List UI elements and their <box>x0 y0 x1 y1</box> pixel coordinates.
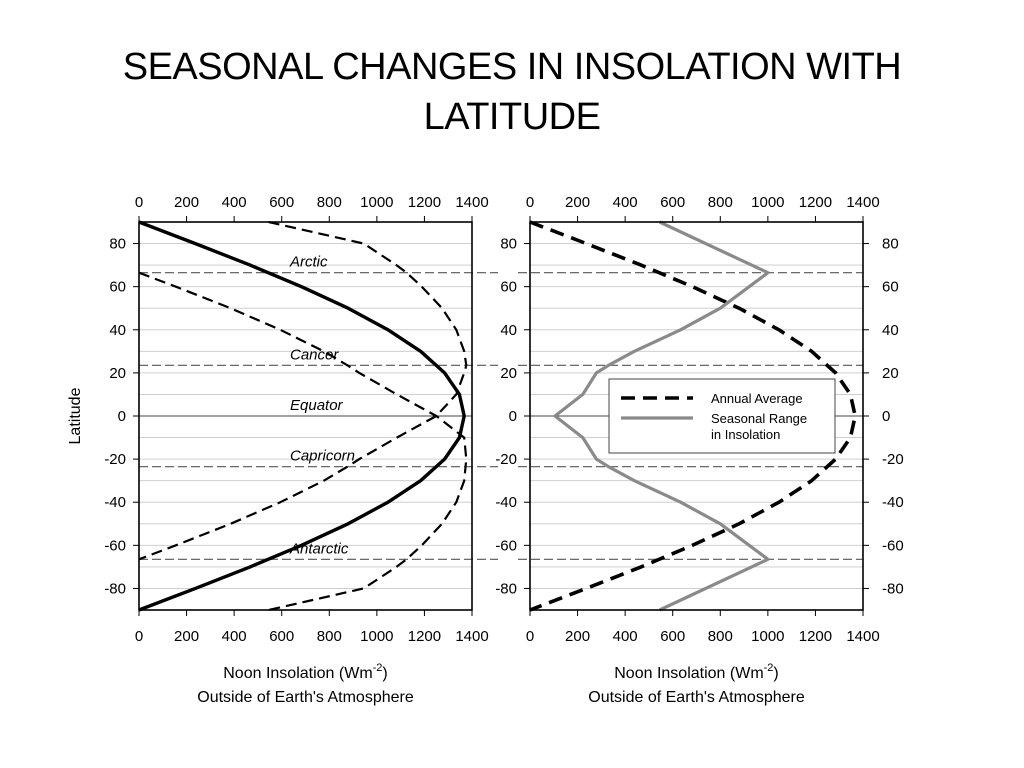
x-tick-label-top: 600 <box>269 194 294 211</box>
latitude-label: Capricorn <box>290 448 355 465</box>
y-tick-label: 0 <box>509 408 517 425</box>
y-tick-label-right: -80 <box>882 580 904 597</box>
y-tick-label-right: 0 <box>882 408 890 425</box>
x-tick-label-top: 0 <box>526 194 534 211</box>
x-tick-label-bottom: 200 <box>174 628 199 645</box>
x-tick-label-bottom: 0 <box>135 628 143 645</box>
series-line-seasonal-range <box>553 220 770 612</box>
y-tick-label: -60 <box>495 537 517 554</box>
x-tick-label-bottom: 800 <box>708 628 733 645</box>
x-tick-label-top: 600 <box>660 194 685 211</box>
y-tick-label: 60 <box>500 279 517 296</box>
legend-label: Seasonal Range <box>711 411 807 426</box>
y-axis-label: Latitude <box>67 387 84 444</box>
latitude-label: Cancer <box>290 346 339 363</box>
y-tick-label: 60 <box>109 279 126 296</box>
x-axis-label-line2: Outside of Earth's Atmosphere <box>588 689 805 706</box>
x-tick-label-bottom: 1000 <box>751 628 784 645</box>
chart-panel-left: Arctic Cancer Equator Capricorn Antarctic 0 0 2… <box>67 194 498 706</box>
title-line-2: LATITUDE <box>423 96 601 138</box>
x-tick-label-bottom: 400 <box>222 628 247 645</box>
title-line-1: SEASONAL CHANGES IN INSOLATION WITH <box>122 46 902 88</box>
y-tick-label-right: 80 <box>882 236 899 253</box>
chart-panel-right: 0020020040040060060080080010001000120012… <box>495 194 903 706</box>
x-tick-label-bottom: 400 <box>613 628 638 645</box>
latitude-label: Antarctic <box>289 540 349 557</box>
y-tick-label: 40 <box>500 322 517 339</box>
y-tick-label-right: -60 <box>882 537 904 554</box>
series-line-dashed-1 <box>138 271 468 612</box>
y-tick-label: 80 <box>500 236 517 253</box>
x-tick-label-top: 1000 <box>360 194 393 211</box>
x-tick-label-bottom: 1400 <box>846 628 879 645</box>
x-tick-label-bottom: 600 <box>269 628 294 645</box>
series-line-solid-0 <box>138 220 466 612</box>
x-tick-label-top: 800 <box>708 194 733 211</box>
y-tick-label: 80 <box>109 236 126 253</box>
x-tick-label-top: 200 <box>565 194 590 211</box>
x-tick-label-bottom: 1200 <box>799 628 832 645</box>
y-tick-label: -20 <box>104 451 126 468</box>
x-tick-label-bottom: 1000 <box>360 628 393 645</box>
x-tick-label-bottom: 600 <box>660 628 685 645</box>
x-tick-label-top: 1000 <box>751 194 784 211</box>
x-tick-label-top: 1200 <box>799 194 832 211</box>
y-tick-label: 20 <box>500 365 517 382</box>
y-tick-label: -80 <box>495 580 517 597</box>
x-tick-label-top: 0 <box>135 194 143 211</box>
x-tick-label-bottom: 1200 <box>408 628 441 645</box>
y-tick-label-right: -40 <box>882 494 904 511</box>
x-axis-label-line2: Outside of Earth's Atmosphere <box>197 689 414 706</box>
y-tick-label-right: -20 <box>882 451 904 468</box>
x-tick-label-top: 800 <box>317 194 342 211</box>
y-tick-label: -20 <box>495 451 517 468</box>
series-line-dashed-2 <box>138 220 468 561</box>
latitude-label: Equator <box>290 397 344 414</box>
y-tick-label: 20 <box>109 365 126 382</box>
y-tick-label-right: 20 <box>882 365 899 382</box>
x-tick-label-top: 400 <box>222 194 247 211</box>
y-tick-label-right: 60 <box>882 279 899 296</box>
x-tick-label-top: 1200 <box>408 194 441 211</box>
y-tick-label: -80 <box>104 580 126 597</box>
x-tick-label-bottom: 0 <box>526 628 534 645</box>
x-tick-label-top: 1400 <box>455 194 488 211</box>
x-tick-label-bottom: 1400 <box>455 628 488 645</box>
y-tick-label-right: 40 <box>882 322 899 339</box>
x-tick-label-bottom: 200 <box>565 628 590 645</box>
latitude-label: Arctic <box>289 254 328 271</box>
x-tick-label-top: 200 <box>174 194 199 211</box>
x-axis-label: Noon Insolation (Wm-2) <box>614 662 779 682</box>
y-tick-label: 0 <box>118 408 126 425</box>
x-axis-label: Noon Insolation (Wm-2) <box>223 662 388 682</box>
legend-label: in Insolation <box>711 427 780 442</box>
series-line-annual-average <box>529 220 858 612</box>
x-tick-label-top: 400 <box>613 194 638 211</box>
y-tick-label: 40 <box>109 322 126 339</box>
slide-title: SEASONAL CHANGES IN INSOLATION WITH LATI… <box>0 42 1024 142</box>
y-tick-label: -40 <box>495 494 517 511</box>
x-tick-label-bottom: 800 <box>317 628 342 645</box>
legend-label: Annual Average <box>711 391 803 406</box>
y-tick-label: -40 <box>104 494 126 511</box>
legend-box <box>608 378 836 454</box>
x-tick-label-top: 1400 <box>846 194 879 211</box>
y-tick-label: -60 <box>104 537 126 554</box>
